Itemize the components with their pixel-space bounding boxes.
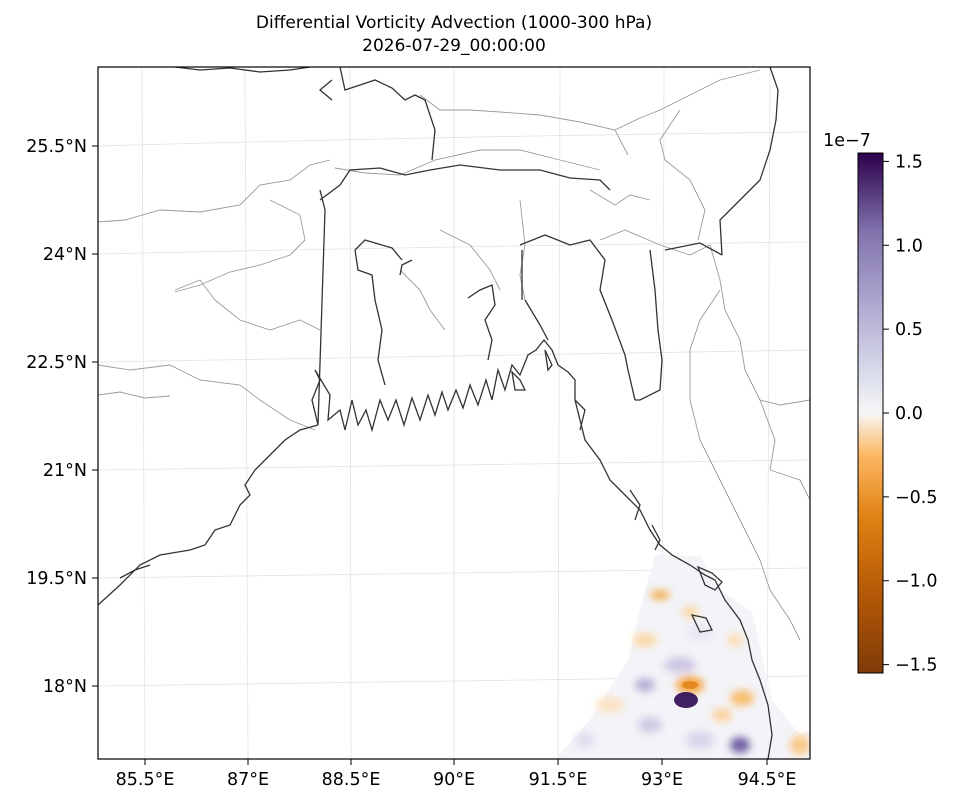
lon-tick-label: 94.5°E bbox=[738, 770, 797, 790]
lon-tick-label: 93°E bbox=[641, 770, 683, 790]
colorbar-tick-label: −0.5 bbox=[895, 488, 938, 508]
lon-tick-label: 90°E bbox=[433, 770, 475, 790]
lon-tick-label: 91.5°E bbox=[529, 770, 588, 790]
map-title: Differential Vorticity Advection (1000-3… bbox=[255, 13, 653, 33]
lon-tick-label: 85.5°E bbox=[116, 770, 175, 790]
colorbar-tick-label: −1.0 bbox=[895, 572, 938, 592]
colorbar-tick-label: 0.0 bbox=[895, 404, 923, 424]
lat-tick-label: 21°N bbox=[43, 461, 87, 481]
map-timestamp: 2026-07-29_00:00:00 bbox=[362, 36, 546, 56]
colorbar-tick-label: 1.0 bbox=[895, 236, 923, 256]
lat-tick-label: 19.5°N bbox=[26, 569, 87, 589]
vorticity-advection-field bbox=[555, 555, 810, 759]
longitude-ticks: 85.5°E 87°E 88.5°E 90°E 91.5°E 93°E 94.5… bbox=[116, 759, 797, 790]
colorbar-gradient bbox=[857, 152, 884, 674]
colorbar-ticks: 1.5 1.0 0.5 0.0 −0.5 −1.0 −1.5 bbox=[883, 152, 938, 676]
colorbar-tick-label: 0.5 bbox=[895, 320, 923, 340]
lat-tick-label: 24°N bbox=[43, 245, 87, 265]
lon-tick-label: 87°E bbox=[227, 770, 269, 790]
lat-tick-label: 18°N bbox=[43, 677, 87, 697]
colorbar-tick-label: 1.5 bbox=[895, 152, 923, 172]
lon-tick-label: 88.5°E bbox=[322, 770, 381, 790]
colorbar-exponent: 1e−7 bbox=[823, 131, 871, 151]
lat-tick-label: 25.5°N bbox=[26, 137, 87, 157]
coastlines bbox=[98, 67, 779, 759]
latitude-ticks: 25.5°N 24°N 22.5°N 21°N 19.5°N 18°N bbox=[26, 137, 98, 697]
colorbar-tick-label: −1.5 bbox=[895, 656, 938, 676]
lat-tick-label: 22.5°N bbox=[26, 353, 87, 373]
colorbar: 1e−7 1.5 1.0 0.5 0.0 −0.5 −1.0 −1.5 bbox=[823, 131, 937, 676]
